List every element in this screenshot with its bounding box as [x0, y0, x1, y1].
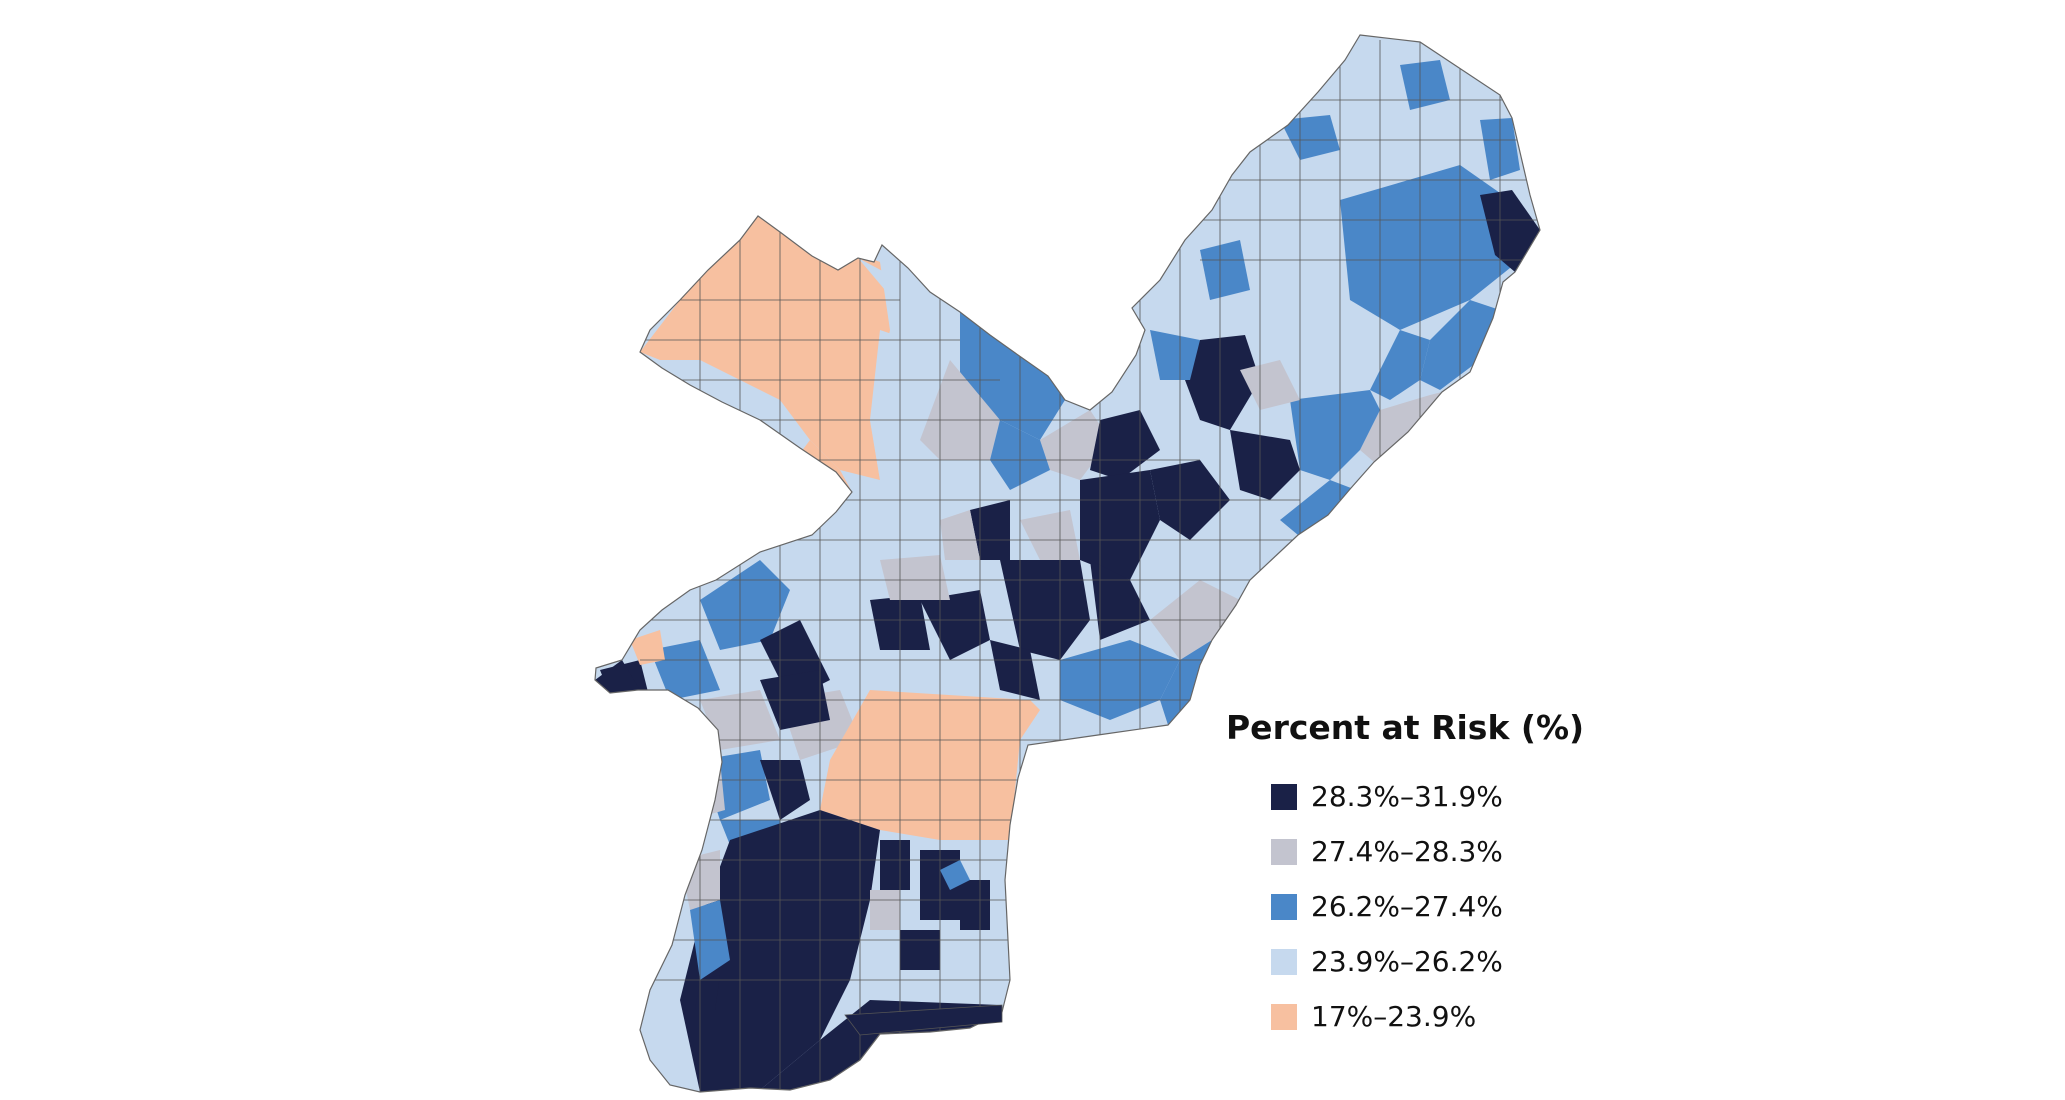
tract — [1160, 640, 1212, 725]
tract — [680, 760, 725, 820]
tract — [1020, 510, 1080, 560]
legend-title: Percent at Risk (%) — [1226, 708, 1585, 747]
legend-label: 23.9%–26.2% — [1311, 945, 1503, 978]
pier — [844, 1004, 1003, 1036]
tract — [960, 880, 990, 930]
tract — [1150, 330, 1200, 380]
legend-item: 17%–23.9% — [1226, 989, 1606, 1044]
legend-item: 27.4%–28.3% — [1226, 824, 1606, 879]
legend-item: 23.9%–26.2% — [1226, 934, 1606, 989]
tract — [760, 760, 810, 820]
tract — [630, 630, 665, 665]
tract — [1185, 335, 1260, 430]
tract — [1370, 330, 1430, 400]
legend-item: 28.3%–31.9% — [1226, 769, 1606, 824]
tract — [1400, 60, 1450, 110]
tract — [940, 510, 980, 560]
tract — [1200, 240, 1250, 300]
tract — [1000, 560, 1090, 660]
legend-swatch — [1271, 783, 1297, 810]
legend-label: 28.3%–31.9% — [1311, 780, 1503, 813]
legend-swatch — [1271, 1003, 1297, 1030]
tract — [870, 330, 960, 480]
tract — [1360, 392, 1442, 462]
tract — [1280, 115, 1340, 160]
tract — [870, 890, 900, 930]
legend-label: 17%–23.9% — [1311, 1000, 1477, 1033]
tract — [1230, 430, 1300, 500]
legend-label: 26.2%–27.4% — [1311, 890, 1503, 923]
tract-boundaries — [600, 40, 1540, 1092]
legend: Percent at Risk (%) 28.3%–31.9% 27.4%–28… — [1226, 708, 1606, 1044]
tract — [650, 640, 720, 700]
legend-swatch — [1271, 893, 1297, 920]
tract — [1090, 410, 1160, 480]
tract — [640, 216, 890, 480]
tract — [990, 640, 1040, 700]
tract — [1280, 480, 1351, 535]
tract — [1480, 190, 1540, 272]
legend-item: 26.2%–27.4% — [1226, 879, 1606, 934]
tract — [1340, 35, 1530, 200]
legend-swatch — [1271, 838, 1297, 865]
tract — [1340, 165, 1520, 330]
tract — [990, 880, 1010, 940]
tract — [880, 555, 950, 600]
tract — [920, 590, 990, 660]
tract — [858, 258, 960, 360]
tract — [700, 560, 790, 650]
tract — [820, 690, 1040, 840]
tract — [695, 975, 720, 1010]
legend-swatch — [1271, 948, 1297, 975]
tract — [940, 860, 970, 890]
tract — [1240, 360, 1300, 410]
tract — [880, 840, 910, 890]
tract — [900, 930, 940, 970]
tract — [1290, 390, 1380, 480]
legend-label: 27.4%–28.3% — [1311, 835, 1503, 868]
